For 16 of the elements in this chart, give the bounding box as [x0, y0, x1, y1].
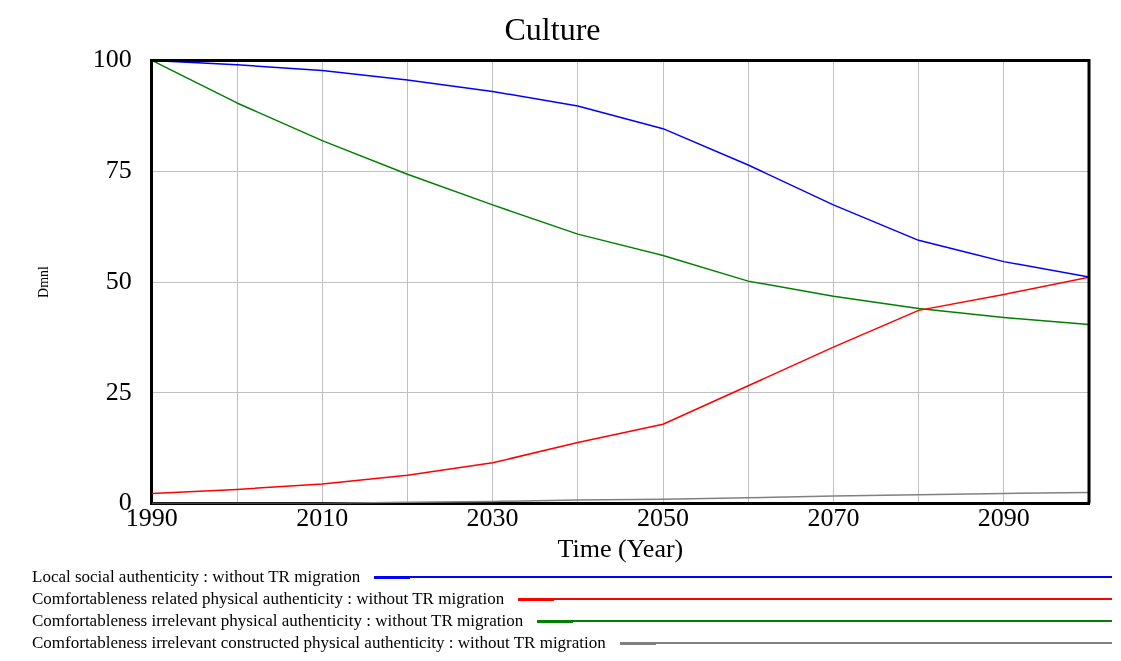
chart-title: Culture [504, 10, 601, 47]
x-tick-label: 2090 [977, 503, 1030, 533]
legend-label: Comfortableness irrelevant physical authenticity : without TR migration [32, 611, 524, 631]
x-tick-label: 2070 [807, 503, 860, 533]
x-tick-label: 2050 [637, 503, 689, 533]
y-axis-title: Dmnl [36, 265, 52, 298]
y-tick-label: 75 [105, 155, 132, 185]
x-tick-label: 2010 [296, 503, 349, 533]
x-tick-label: 2030 [466, 503, 519, 533]
y-tick-label: 25 [105, 376, 132, 406]
legend-label: Comfortableness irrelevant constructed physical authenticity : without TR migration [32, 633, 606, 653]
legend-label: Local social authenticity : without TR migration [32, 567, 361, 587]
x-axis-title: Time (Year) [557, 534, 684, 564]
y-tick-label: 100 [92, 44, 132, 74]
legend-label: Comfortableness related physical authenticity : without TR migration [32, 589, 505, 609]
y-tick-label: 50 [105, 265, 132, 295]
